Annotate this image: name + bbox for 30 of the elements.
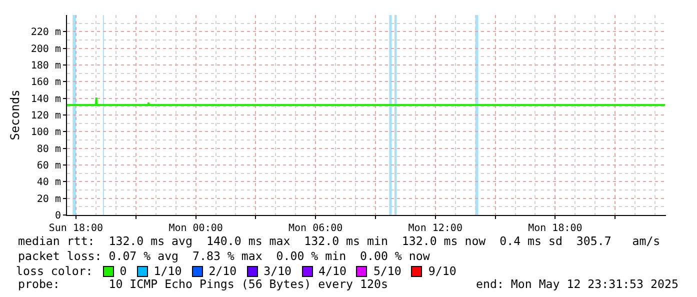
y-tick-label: 160 m [30,77,61,88]
y-tick-label: 180 m [30,60,61,72]
x-tick-label: Mon 18:00 [528,223,582,234]
y-tick-label: 100 m [30,127,61,138]
legend-label: 4/10 [318,264,346,278]
y-tick-label: 20 m [36,194,61,205]
y-tick-label: 120 m [30,110,61,122]
x-tick-label: Mon 06:00 [288,223,343,234]
y-tick-label: 40 m [36,177,61,188]
legend-label: 9/10 [428,264,456,278]
text: median rtt: 132.0 ms avg 140.0 ms max 132.0 ms min 132.0 ms now 0.4 ms sd 305.7 am/s [18,234,660,248]
y-axis-title: Seconds [8,90,22,140]
x-tick-label: Sun 18:00 [48,223,104,234]
text: packet loss: 0.07 % avg 7.83 % max 0.00 % min 0.00 % now [18,249,430,263]
y-tick-label: 200 m [30,44,61,55]
legend-title: loss color: [16,264,93,278]
legend-label: 3/10 [264,264,292,278]
legend-label: 2/10 [208,264,237,278]
y-tick-label: 60 m [36,160,61,172]
x-tick-label: Mon 12:00 [408,223,462,234]
y-tick-label: 220 m [30,27,61,38]
y-tick-label: 0 [54,210,61,222]
text: probe: 10 ICMP Echo Pings (56 Bytes) every 120s [18,277,388,291]
x-tick-label: Mon 00:00 [168,223,223,234]
y-tick-label: 140 m [30,94,61,105]
legend-label: 5/10 [373,264,402,278]
y-tick-label: 80 m [36,144,61,155]
text: end: Mon May 12 23:31:53 2025 [476,277,678,291]
legend-label: 0 [120,264,127,278]
legend-label: 1/10 [154,264,182,278]
